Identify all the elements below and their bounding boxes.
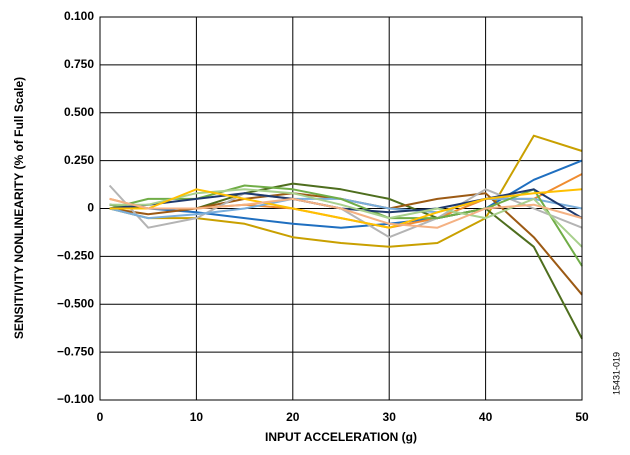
y-tick-label: 0.750 xyxy=(64,57,94,71)
x-tick-label: 30 xyxy=(383,410,397,424)
series-line xyxy=(109,188,583,248)
y-axis-label: SENSITIVITY NONLINEARITY (% of Full Scal… xyxy=(12,77,26,339)
series-line xyxy=(109,188,583,219)
y-tick-label: 0.250 xyxy=(64,153,94,167)
y-tick-label: −0.750 xyxy=(57,344,94,358)
x-axis-label: INPUT ACCELERATION (g) xyxy=(265,430,417,444)
y-tick-label: 0 xyxy=(87,201,94,215)
y-tick-label: −0.500 xyxy=(57,296,94,310)
x-tick-label: 10 xyxy=(190,410,204,424)
series-line xyxy=(109,184,583,267)
y-tick-label: 0.100 xyxy=(64,9,94,23)
y-tick-label: −0.100 xyxy=(57,392,94,406)
x-tick-label: 50 xyxy=(575,410,589,424)
series-line xyxy=(109,188,583,229)
series-line xyxy=(109,197,583,229)
series-line xyxy=(109,134,583,248)
x-tick-label: 0 xyxy=(97,410,104,424)
x-tick-label: 20 xyxy=(286,410,300,424)
x-tick-label: 40 xyxy=(479,410,493,424)
plot-frame xyxy=(99,16,583,401)
figure-id: 15431-019 xyxy=(611,352,621,395)
y-tick-label: −0.250 xyxy=(57,249,94,263)
y-tick-label: 0.500 xyxy=(64,105,94,119)
